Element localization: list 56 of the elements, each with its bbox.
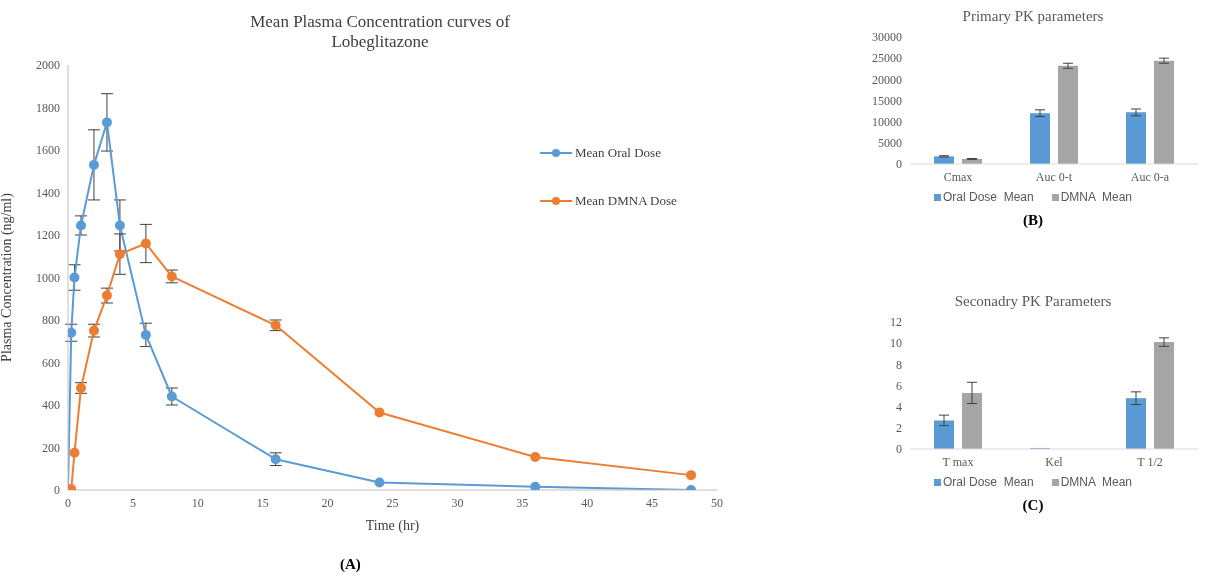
y-tick-label: 10 (890, 336, 902, 351)
y-tick-label: 800 (42, 313, 60, 328)
x-tick-label: 25 (386, 495, 399, 510)
y-tick-label: 0 (896, 442, 902, 457)
chart-title: Seconadry PK Parameters (953, 293, 1113, 310)
legend-label: DMNA Mean (1060, 475, 1133, 489)
text: (B) (1022, 212, 1044, 229)
y-tick-label: 30000 (872, 30, 902, 45)
x-tick-label: 40 (581, 495, 594, 510)
y-tick-label: 0 (54, 483, 60, 498)
y-axis-title: Plasma Concentration (ng/ml) (0, 192, 15, 362)
x-axis-title: Time (hr) (365, 518, 420, 534)
y-tick-label: 2 (896, 421, 902, 436)
y-tick-label: 600 (42, 355, 60, 370)
x-tick-label: 10 (191, 495, 204, 510)
legend-label: Mean Oral Dose (575, 145, 661, 161)
x-tick-label: Auc 0-t (1035, 169, 1073, 184)
y-tick-label: 1000 (36, 270, 60, 285)
x-tick-label: 30 (451, 495, 464, 510)
y-tick-label: 10000 (872, 114, 902, 129)
y-tick-label: 25000 (872, 51, 902, 66)
x-tick-label: Kel (1045, 454, 1064, 469)
legend-label: Oral Dose Mean (942, 475, 1034, 489)
x-tick-label: 5 (129, 495, 136, 510)
y-tick-label: 200 (42, 440, 60, 455)
y-tick-label: 20000 (872, 72, 902, 87)
y-tick-label: 0 (896, 157, 902, 172)
y-tick-label: 1600 (36, 143, 60, 158)
legend-label: Mean DMNA Dose (575, 193, 677, 209)
y-tick-label: 8 (896, 357, 902, 372)
x-tick-label: 50 (711, 495, 723, 510)
text: (A) (340, 556, 361, 573)
y-tick-label: 1400 (36, 185, 60, 200)
legend-label: DMNA Mean (1060, 190, 1133, 204)
x-tick-label: T 1/2 (1137, 454, 1163, 469)
x-tick-label: 0 (65, 495, 71, 510)
y-tick-label: 12 (890, 315, 902, 330)
y-tick-label: 15000 (872, 93, 902, 108)
x-tick-label: T max (942, 454, 974, 469)
y-tick-label: 2000 (36, 58, 60, 73)
y-tick-label: 1800 (36, 100, 60, 115)
text: (C) (1021, 497, 1045, 514)
y-tick-label: 400 (42, 398, 60, 413)
y-tick-label: 5000 (878, 136, 902, 151)
x-tick-label: 35 (516, 495, 529, 510)
legend-label: Oral Dose Mean (942, 190, 1034, 204)
x-tick-label: 45 (646, 495, 659, 510)
y-tick-label: 4 (896, 399, 902, 414)
x-tick-label: Auc 0-a (1130, 169, 1170, 184)
x-tick-label: 15 (256, 495, 269, 510)
chart-title: Primary PK parameters (961, 8, 1105, 25)
y-tick-label: 6 (896, 378, 902, 393)
x-tick-label: 20 (321, 495, 334, 510)
x-tick-label: Cmax (943, 169, 973, 184)
chart-title: Mean Plasma Concentration curves of Lobeglitazone (249, 12, 511, 52)
y-tick-label: 1200 (36, 228, 60, 243)
